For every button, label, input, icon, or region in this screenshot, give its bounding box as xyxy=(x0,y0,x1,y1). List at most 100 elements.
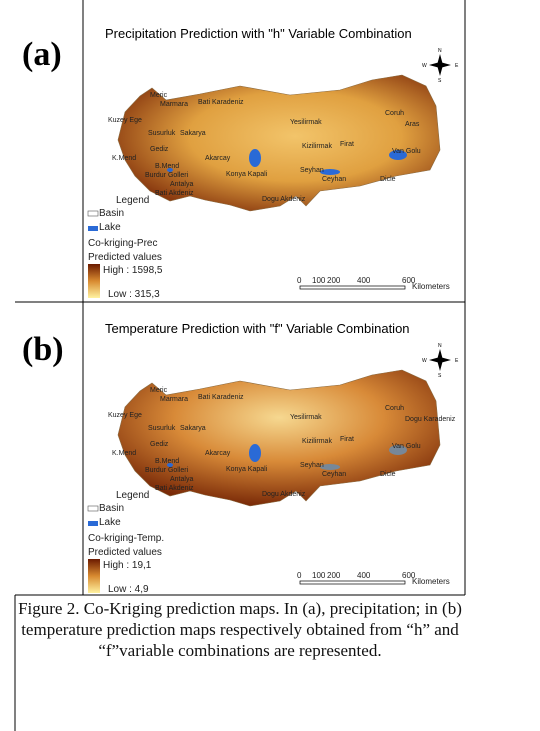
panel: (b) Temperature Prediction with "f" Varia… xyxy=(22,321,459,595)
basin-label: K.Mend xyxy=(112,450,136,457)
legend-low: Low : 4,9 xyxy=(108,584,149,595)
basin-label: Susurluk xyxy=(148,130,176,137)
basin-label: Gediz xyxy=(150,146,169,153)
legend-item: Lake xyxy=(99,517,121,528)
basin-label: Konya Kapali xyxy=(226,466,268,473)
compass xyxy=(429,349,451,371)
basin-label: Kizilirmak xyxy=(302,438,332,445)
compass xyxy=(429,54,451,76)
scale-label: 100 xyxy=(312,276,326,285)
basin-label: Ceyhan xyxy=(322,176,346,183)
lake xyxy=(249,149,261,167)
basin-label: Meric xyxy=(150,92,168,99)
figure: (a) Precipitation Prediction with "h" Var… xyxy=(0,0,540,731)
compass-letter: S xyxy=(438,373,442,379)
legend-lake-swatch xyxy=(88,521,98,526)
legend-item: Basin xyxy=(99,503,124,514)
compass-letter: W xyxy=(422,63,427,69)
panel-tag: (b) xyxy=(22,331,64,368)
basin-label: Yesilirmak xyxy=(290,119,322,126)
scale-unit: Kilometers xyxy=(412,282,450,291)
basin-label: Antalya xyxy=(170,476,193,483)
compass-letter: W xyxy=(422,358,427,364)
basin-label: Van Golu xyxy=(392,443,421,450)
legend-high: High : 19,1 xyxy=(103,560,152,571)
basin-label: Susurluk xyxy=(148,425,176,432)
map-title: Temperature Prediction with "f" Variable… xyxy=(105,321,410,336)
scale-label: 400 xyxy=(357,571,371,580)
panel-tag: (a) xyxy=(22,36,62,73)
scale-label: 200 xyxy=(327,571,341,580)
legend-subtitle: Predicted values xyxy=(88,547,162,558)
legend-basin-swatch xyxy=(88,211,98,216)
basin-label: Akarcay xyxy=(205,155,231,162)
basin-label: Konya Kapali xyxy=(226,171,268,178)
basin-label: Dogu Akdeniz xyxy=(262,491,306,498)
legend-title: Legend xyxy=(116,490,149,501)
basin-label: Dogu Akdeniz xyxy=(262,196,306,203)
basin-label: K.Mend xyxy=(112,155,136,162)
legend-layer: Co-kriging-Temp. xyxy=(88,533,164,544)
basin-label: Bati Akdeniz xyxy=(155,190,194,197)
legend-subtitle: Predicted values xyxy=(88,252,162,263)
basin-label: Aras xyxy=(405,121,420,128)
color-ramp xyxy=(88,264,100,298)
basin-label: Burdur Golleri xyxy=(145,467,189,474)
compass-letter: E xyxy=(455,358,459,364)
scale-label: 400 xyxy=(357,276,371,285)
basin-label: Gediz xyxy=(150,441,169,448)
basin-label: Akarcay xyxy=(205,450,231,457)
compass-letter: N xyxy=(438,343,442,349)
legend-item: Lake xyxy=(99,222,121,233)
basin-label: Dicle xyxy=(380,471,396,478)
scale-label: 200 xyxy=(327,276,341,285)
basin-label: Firat xyxy=(340,141,354,148)
basin-label: Sakarya xyxy=(180,130,206,137)
compass-letter: N xyxy=(438,48,442,54)
scale-unit: Kilometers xyxy=(412,577,450,586)
scale-bar xyxy=(300,286,405,289)
basin-label: Antalya xyxy=(170,181,193,188)
basin-label: B.Mend xyxy=(155,163,179,170)
basin-label: Marmara xyxy=(160,396,188,403)
scale-label: 0 xyxy=(297,276,302,285)
compass-letter: E xyxy=(455,63,459,69)
basin-label: Sakarya xyxy=(180,425,206,432)
basin-label: Bati Akdeniz xyxy=(155,485,194,492)
legend-lake-swatch xyxy=(88,226,98,231)
legend-high: High : 1598,5 xyxy=(103,265,163,276)
scale-label: 0 xyxy=(297,571,302,580)
basin-label: Kuzey Ege xyxy=(108,117,142,124)
basin-label: Bati Karadeniz xyxy=(198,99,244,106)
basin-label: Dogu Karadeniz xyxy=(405,416,456,423)
legend-item: Basin xyxy=(99,208,124,219)
basin-label: Meric xyxy=(150,387,168,394)
basin-label: Kuzey Ege xyxy=(108,412,142,419)
scale-label: 100 xyxy=(312,571,326,580)
basin-label: Dicle xyxy=(380,176,396,183)
legend-low: Low : 315,3 xyxy=(108,289,160,300)
basin-label: Seyhan xyxy=(300,167,324,174)
legend-layer: Co-kriging-Prec xyxy=(88,238,157,249)
basin-label: Ceyhan xyxy=(322,471,346,478)
basin-label: Burdur Golleri xyxy=(145,172,189,179)
scale-bar xyxy=(300,581,405,584)
basin-label: Bati Karadeniz xyxy=(198,394,244,401)
panel: (a) Precipitation Prediction with "h" Var… xyxy=(22,26,459,300)
basin-label: Yesilirmak xyxy=(290,414,322,421)
lake xyxy=(249,444,261,462)
basin-label: Firat xyxy=(340,436,354,443)
color-ramp xyxy=(88,559,100,593)
basin-label: Kizilirmak xyxy=(302,143,332,150)
compass-letter: S xyxy=(438,78,442,84)
basin-label: Van Golu xyxy=(392,148,421,155)
basin-label: Coruh xyxy=(385,405,404,412)
caption: Figure 2. Co-Kriging prediction maps. In… xyxy=(18,598,462,661)
basin-label: Coruh xyxy=(385,110,404,117)
map-title: Precipitation Prediction with "h" Variab… xyxy=(105,26,412,41)
basin-label: Marmara xyxy=(160,101,188,108)
basin-label: B.Mend xyxy=(155,458,179,465)
legend-basin-swatch xyxy=(88,506,98,511)
basin-label: Seyhan xyxy=(300,462,324,469)
legend-title: Legend xyxy=(116,195,149,206)
